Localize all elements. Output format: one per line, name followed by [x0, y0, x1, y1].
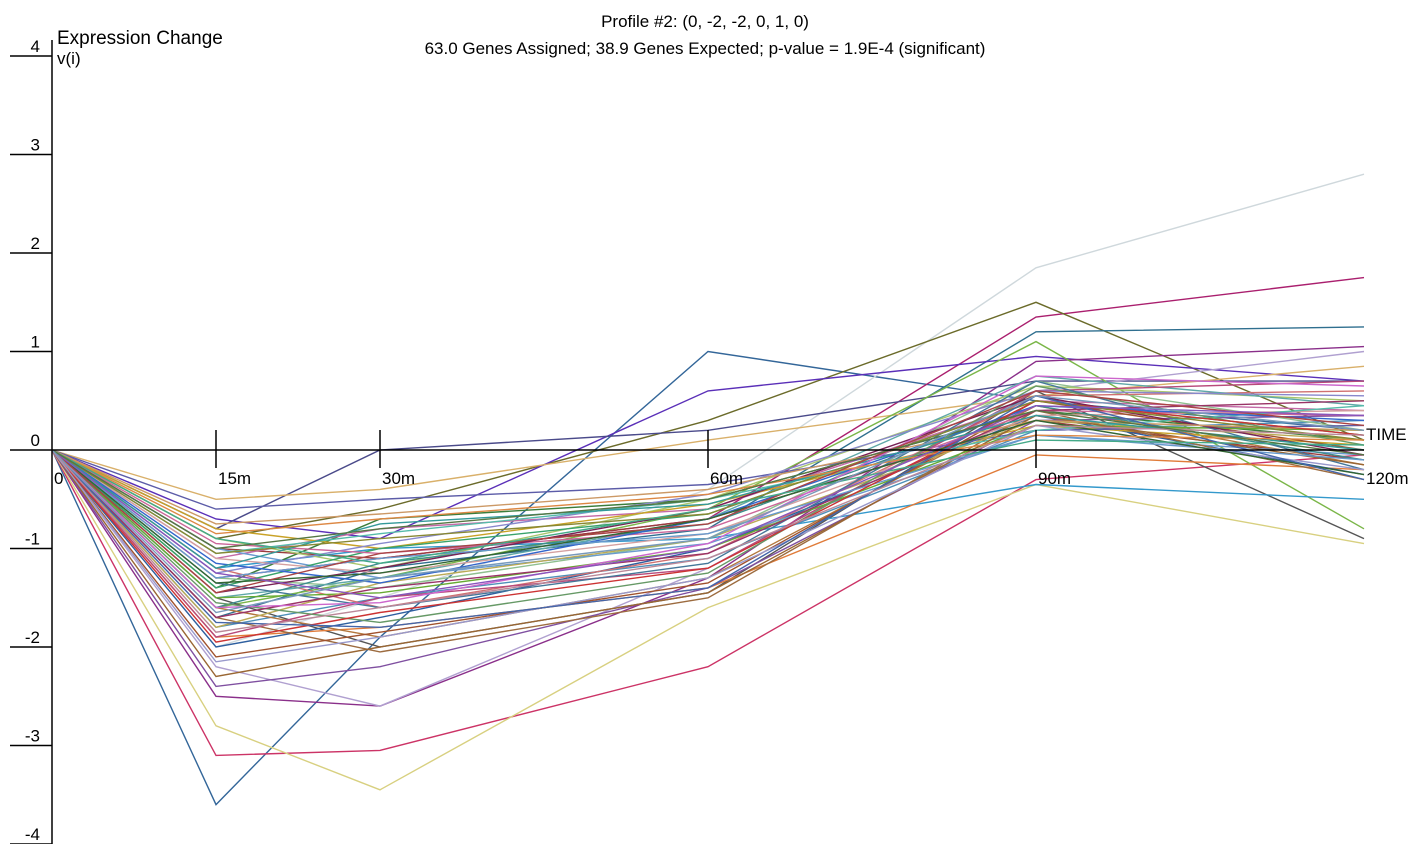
- chart-title-line-2: 63.0 Genes Assigned; 38.9 Genes Expected…: [425, 39, 986, 58]
- series-line-47: [51, 385, 1365, 624]
- y-axis-sublabel: v(i): [57, 49, 81, 68]
- series-line-8: [51, 449, 1365, 791]
- y-tick-label: 3: [31, 136, 40, 155]
- series-line-45: [51, 404, 1365, 584]
- y-tick-label: 1: [31, 333, 40, 352]
- series-line-57: [51, 395, 1365, 629]
- y-tick-label: 2: [31, 234, 40, 253]
- y-axis-label: Expression Change: [57, 28, 223, 49]
- series-line-9: [51, 345, 1365, 707]
- y-tick-layer: 4 3 2 1 0 -1 -2 -3 -4: [10, 37, 52, 845]
- x-tick-label: 90m: [1038, 469, 1071, 488]
- series-line-58: [51, 390, 1365, 594]
- series-line-56: [51, 434, 1365, 535]
- y-tick-label: 4: [31, 37, 40, 56]
- series-line-63: [51, 395, 1365, 614]
- y-tick-label: -4: [25, 825, 40, 844]
- series-layer: [51, 173, 1365, 806]
- y-tick-label: 0: [31, 431, 40, 450]
- series-line-50: [51, 400, 1365, 643]
- y-tick-label: -2: [25, 628, 40, 647]
- series-line-62: [51, 409, 1365, 550]
- series-line-60: [51, 404, 1365, 599]
- y-tick-label: -3: [25, 727, 40, 746]
- x-tick-label: 15m: [218, 469, 251, 488]
- series-line-44: [51, 414, 1365, 678]
- series-line-55: [51, 419, 1365, 584]
- series-line-48: [51, 400, 1365, 619]
- x-tick-label: 120m: [1366, 469, 1409, 488]
- x-tick-label: 60m: [710, 469, 743, 488]
- series-line-11: [51, 365, 1365, 501]
- x-axis-label: TIME: [1366, 425, 1407, 444]
- series-line-39: [51, 409, 1365, 555]
- series-line-25: [51, 414, 1365, 688]
- series-line-16: [51, 350, 1365, 707]
- x-tick-label: 30m: [382, 469, 415, 488]
- series-line-59: [51, 439, 1365, 565]
- chart-title-line-1: Profile #2: (0, -2, -2, 0, 1, 0): [601, 12, 809, 31]
- series-line-46: [51, 419, 1365, 525]
- series-line-61: [51, 424, 1365, 633]
- y-tick-label: -1: [25, 530, 40, 549]
- x-tick-label: 0: [54, 469, 63, 488]
- x-tick-layer: 0 15m 30m 60m 90m 120m: [54, 430, 1409, 488]
- series-line-7: [51, 449, 1365, 757]
